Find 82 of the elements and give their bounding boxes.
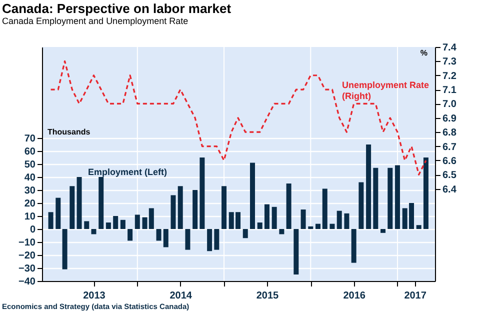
bar: [185, 229, 190, 250]
y-tick-label: −10: [18, 238, 36, 248]
y-tick-label: 60: [24, 146, 36, 158]
bar: [394, 165, 400, 229]
bar: [56, 198, 61, 229]
y-tick-label: 70: [24, 134, 36, 144]
bar: [156, 229, 162, 241]
bar: [106, 222, 111, 229]
bar: [48, 212, 54, 229]
y2-axis-title: %: [420, 48, 428, 58]
bar: [351, 229, 356, 263]
bar: [344, 213, 350, 229]
bar: [222, 186, 227, 229]
y-tick-label: −40: [18, 276, 36, 288]
bar: [128, 229, 133, 241]
bar: [178, 186, 183, 229]
bar: [366, 144, 372, 229]
y2-tick-label: 7.4: [442, 42, 457, 54]
x-tick-label: 2013: [83, 290, 106, 302]
bar: [294, 229, 299, 274]
bar: [91, 229, 96, 234]
bar: [416, 225, 422, 229]
bar: [388, 168, 393, 229]
bar: [380, 229, 386, 233]
y2-tick-label: 6.5: [442, 170, 457, 182]
y-tick-label: 0: [30, 224, 36, 236]
bar: [134, 214, 140, 229]
bar: [272, 206, 277, 229]
bar: [423, 158, 428, 229]
bar: [242, 229, 248, 238]
bar: [98, 177, 104, 229]
x-tick-label: 2016: [343, 290, 366, 302]
bar: [70, 186, 75, 229]
bar: [286, 184, 292, 229]
y2-tick-label: 7.0: [442, 99, 457, 110]
bar: [322, 188, 328, 229]
y-tick-label: 40: [24, 172, 36, 184]
x-tick-label: 2015: [256, 290, 280, 302]
bar: [308, 226, 314, 229]
y-tick-label: −30: [18, 264, 36, 274]
series-label: Unemployment Rate (Right): [342, 80, 430, 101]
y2-tick-label: 6.6: [442, 156, 457, 167]
bar: [264, 204, 270, 229]
bar: [84, 221, 90, 229]
bar: [315, 224, 320, 229]
bar: [279, 229, 284, 234]
y-axis-title: Thousands: [48, 128, 91, 136]
y2-tick-label: 6.9: [442, 113, 457, 124]
y-tick-label: 30: [24, 186, 36, 196]
series-label: Employment (Left): [88, 167, 168, 177]
bar: [373, 168, 378, 229]
bar: [163, 229, 168, 248]
bar: [76, 177, 82, 229]
bar: [250, 162, 255, 229]
bar: [113, 216, 118, 229]
bar: [120, 220, 126, 229]
bar: [257, 222, 262, 229]
bar: [358, 182, 364, 229]
bar: [214, 229, 220, 250]
bar: [62, 229, 68, 270]
x-tick-label: 2014: [170, 290, 192, 302]
y-tick-label: −20: [18, 250, 36, 262]
chart-title: Canada: Perspective on labor market: [2, 1, 232, 16]
y2-tick-label: 6.7: [442, 142, 457, 153]
bar: [336, 210, 342, 229]
y-tick-label: 10: [24, 212, 36, 222]
y2-tick-label: 7.1: [442, 85, 457, 96]
y2-tick-label: 7.3: [442, 56, 457, 68]
y-tick-label: 20: [24, 198, 36, 210]
y-tick-label: 50: [24, 160, 36, 170]
x-tick-label: 2017: [404, 290, 427, 302]
bar: [207, 229, 212, 252]
y2-tick-label: 6.8: [442, 128, 457, 139]
line-series: [50, 60, 427, 176]
bar: [170, 195, 176, 229]
y2-tick-label: 7.2: [442, 70, 457, 82]
chart-subtitle: Canada Employment and Unemployment Rate: [2, 16, 188, 26]
y2-tick-label: 6.4: [442, 184, 457, 196]
bar: [200, 158, 205, 229]
bar: [300, 210, 306, 229]
bar: [330, 224, 335, 229]
bar: [192, 190, 198, 229]
